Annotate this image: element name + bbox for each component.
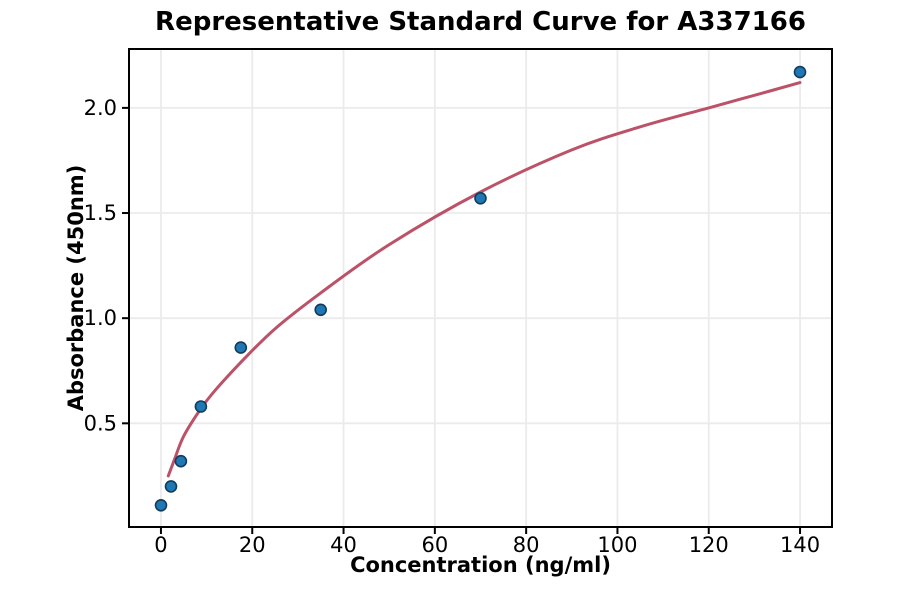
y-tick-label: 2.0 [84,96,117,120]
data-point [194,400,208,413]
y-tick-label: 1.5 [84,201,117,225]
data-point [793,65,807,79]
y-tick-label: 0.5 [84,411,117,435]
y-axis-label: Absorbance (450nm) [64,164,88,412]
x-tick-label: 0 [154,533,167,557]
x-tick-label: 140 [780,533,820,557]
plot-border [128,48,833,528]
x-tick-label: 120 [689,533,729,557]
x-tick-label: 80 [513,533,540,557]
data-point [314,303,328,317]
data-point [154,498,168,512]
x-tick-label: 60 [421,533,448,557]
x-axis-label: Concentration (ng/ml) [350,553,611,577]
data-point [234,341,248,354]
data-point [474,192,487,205]
y-tick-label: 1.0 [84,306,117,330]
fitted-curve-line [166,81,802,478]
data-point [174,454,188,468]
x-tick-label: 40 [330,533,357,557]
x-tick-label: 20 [239,533,266,557]
chart-title: Representative Standard Curve for A33716… [155,7,806,37]
x-tick-label: 100 [597,533,637,557]
data-point [164,480,178,493]
